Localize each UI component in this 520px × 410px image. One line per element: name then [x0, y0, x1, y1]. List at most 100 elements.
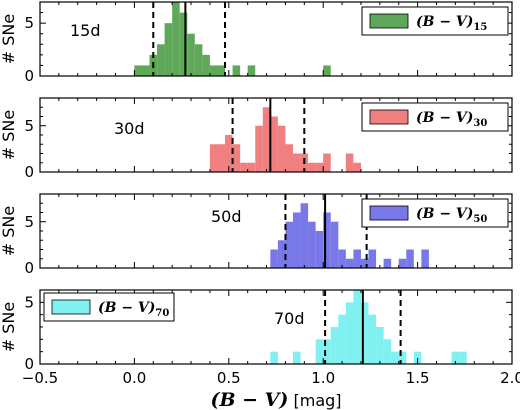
y-tick-label: 0 — [24, 355, 34, 373]
x-tick-label: 1.5 — [406, 369, 430, 387]
histogram-bar — [368, 249, 377, 268]
histogram-bar — [315, 162, 324, 172]
histogram-bar — [353, 162, 361, 172]
histogram-bar — [172, 2, 180, 76]
legend: (B − V)15 — [361, 6, 509, 36]
histogram-bar — [353, 249, 361, 268]
panel-50d: 0 5 # SNe 50d (B − V)50 — [0, 193, 513, 277]
histogram-bar — [383, 339, 392, 364]
y-tick-label: 0 — [24, 259, 34, 277]
histogram-bar — [202, 54, 210, 76]
histogram-bar — [360, 258, 369, 268]
legend-swatch — [369, 109, 409, 125]
histogram-bar — [270, 351, 278, 364]
legend: (B − V)70 — [43, 292, 175, 322]
histogram-bar — [141, 65, 150, 76]
histogram-bar — [459, 351, 467, 364]
y-tick-label: 0 — [24, 163, 34, 181]
histogram-bar — [157, 44, 165, 76]
legend-label-main: (B − V) — [416, 110, 473, 126]
panel-tag-label: 30d — [114, 119, 145, 138]
histogram-bar — [277, 125, 286, 172]
x-tick-label: 1.0 — [311, 369, 335, 387]
y-axis-label: # SNe — [0, 110, 18, 160]
legend-label: (B − V)50 — [416, 206, 487, 225]
histogram-bar — [338, 314, 346, 364]
legend-swatch — [369, 13, 409, 29]
legend-label: (B − V)70 — [98, 300, 169, 319]
histogram-bar — [134, 65, 142, 76]
histogram-bar — [345, 153, 354, 172]
y-axis-label: # SNe — [0, 14, 18, 64]
legend-label-subscript: 30 — [473, 118, 487, 129]
y-tick-label: 0 — [24, 67, 34, 85]
histogram-bar — [164, 23, 173, 76]
histogram-bar — [225, 135, 233, 172]
histogram-bar — [338, 249, 346, 268]
histogram-bar — [413, 351, 422, 364]
histogram-bar — [383, 258, 392, 268]
histogram-bar — [308, 162, 316, 172]
panel-30d: 0 5 # SNe 30d (B − V)30 — [0, 97, 513, 181]
histogram-bar — [209, 65, 218, 76]
x-axis-label-main: (B − V) — [210, 389, 288, 410]
x-axis: −0.5 0.0 0.5 1.0 1.5 2.0 (B − V) [mag] — [22, 369, 520, 410]
histogram-bar — [345, 302, 354, 364]
legend-label-subscript: 70 — [155, 308, 169, 319]
histogram-bar — [217, 144, 226, 172]
x-axis-label-unit: [mag] — [288, 391, 341, 410]
histogram-bar — [179, 12, 188, 77]
histogram-bar — [451, 351, 460, 364]
histogram-bar — [277, 240, 286, 268]
x-axis-label: (B − V) [mag] — [210, 389, 341, 410]
histogram-bar — [270, 249, 278, 268]
y-tick-label: 5 — [24, 117, 34, 135]
histogram-bar — [315, 231, 324, 268]
y-tick-label: 5 — [24, 14, 34, 32]
x-tick-label: 2.0 — [500, 369, 520, 387]
panel-70d: 0 5 # SNe 70d (B − V)70 — [0, 289, 513, 373]
histogram-bar — [330, 221, 339, 268]
histogram-bar — [308, 221, 316, 268]
histogram-bar — [285, 221, 293, 268]
panel-tag-label: 15d — [70, 21, 101, 40]
x-tick-label: 0.0 — [122, 369, 146, 387]
histogram-bar — [232, 144, 241, 172]
histogram-bar — [247, 162, 256, 172]
histogram-bar — [292, 212, 301, 268]
histogram-bar — [270, 116, 278, 172]
legend: (B − V)30 — [361, 102, 509, 132]
histogram-bar — [232, 65, 241, 76]
y-axis-label: # SNe — [0, 206, 18, 256]
histogram-bar — [255, 125, 263, 172]
histogram-bar — [187, 33, 195, 76]
histogram-bar — [194, 44, 203, 76]
histogram-bar — [323, 339, 331, 364]
histogram-bar — [285, 144, 293, 172]
histogram-bar — [345, 258, 354, 268]
histogram-bar — [240, 162, 248, 172]
histogram-bar — [262, 107, 271, 172]
histogram-bar — [353, 290, 361, 364]
histogram-bar — [376, 327, 384, 364]
legend-swatch — [51, 299, 91, 315]
x-tick-label: −0.5 — [22, 369, 58, 387]
histogram-bar — [330, 327, 339, 364]
legend-label-main: (B − V) — [416, 14, 473, 30]
legend-label: (B − V)15 — [416, 14, 487, 33]
histogram-bar — [323, 212, 331, 268]
legend: (B − V)50 — [361, 198, 509, 228]
histogram-bar — [300, 203, 309, 268]
legend-label-subscript: 50 — [473, 214, 487, 225]
legend-label-subscript: 15 — [473, 22, 487, 33]
histogram-bar — [209, 144, 218, 172]
histogram-bar — [292, 351, 301, 364]
histogram-bar — [323, 65, 331, 76]
legend-label-main: (B − V) — [416, 206, 473, 222]
legend-label-main: (B − V) — [98, 300, 155, 316]
panel-tag-label: 50d — [211, 207, 242, 226]
histogram-bar — [360, 302, 369, 364]
histogram-bar — [406, 249, 414, 268]
histogram-bar — [217, 65, 226, 76]
